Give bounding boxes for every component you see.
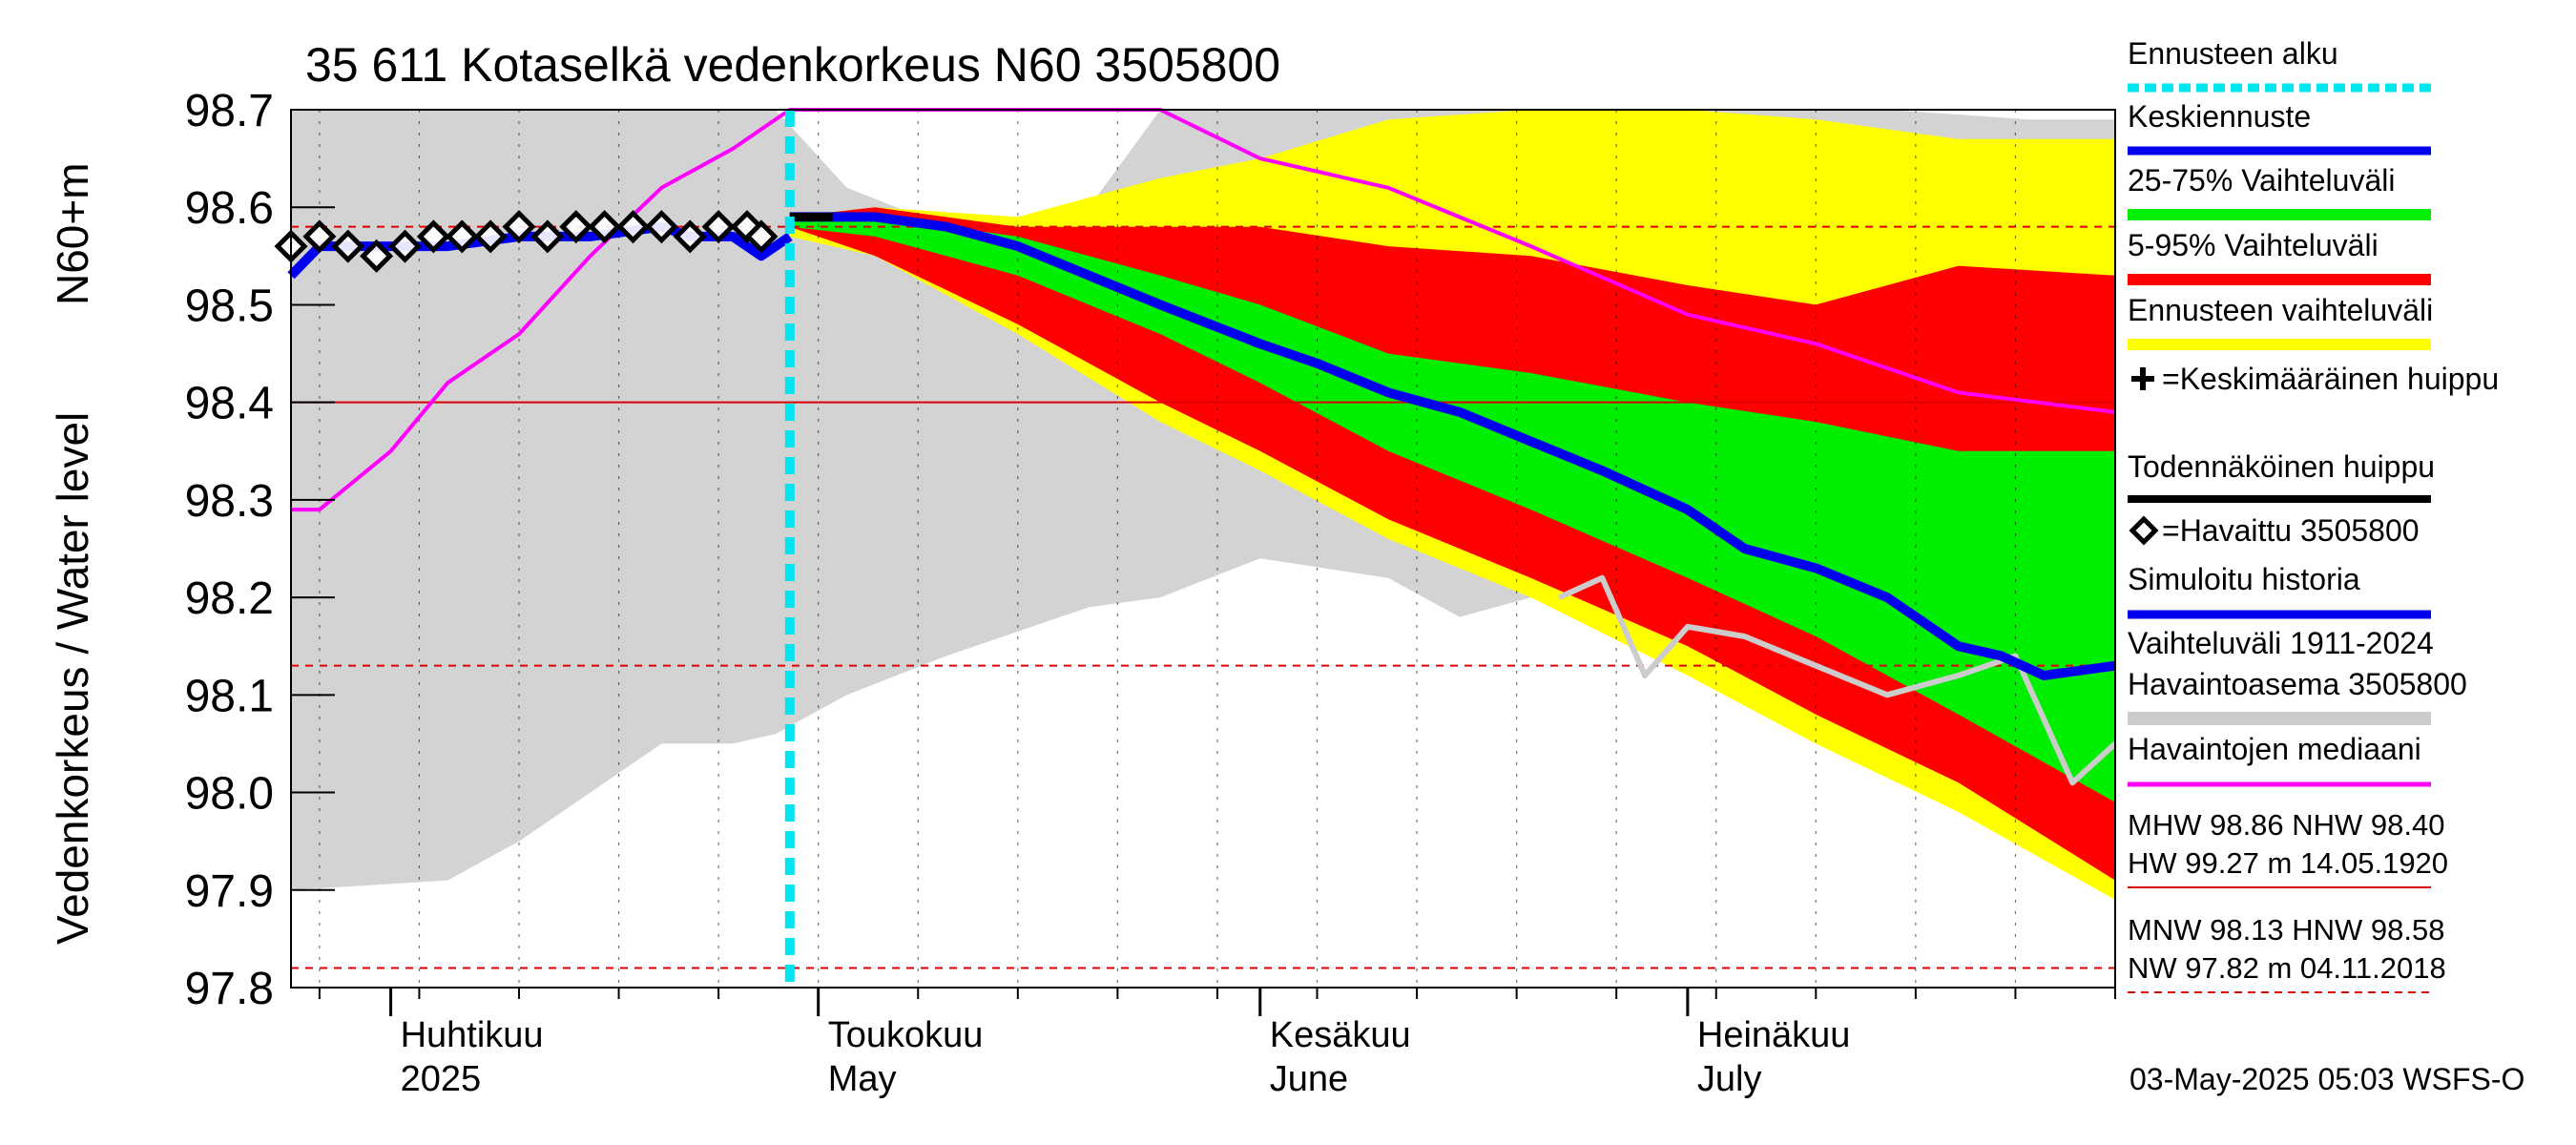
observed-point [445,219,479,254]
chart-title: 35 611 Kotaselkä vedenkorkeus N60 350580… [305,38,1280,92]
y-tick-label: 98.0 [185,769,274,820]
legend-label: 5-95% Vaihteluväli [2128,228,2379,262]
p5-95-band [789,207,2115,881]
legend-label: Ennusteen vaihteluväli [2128,293,2433,327]
observed-point [502,210,536,244]
month-label-fi: Kesäkuu [1270,1015,1411,1055]
observed-point [416,219,450,254]
observed-point [701,210,736,244]
month-label-fi: Toukokuu [828,1015,984,1055]
y-tick-label: 98.4 [185,379,274,429]
mean-forecast-line [789,212,2116,680]
stat-line: HW 99.27 m 14.05.1920 [2128,846,2448,880]
plot-bands [291,110,2115,900]
observed-point [473,219,508,254]
stat-line: NW 97.82 m 04.11.2018 [2128,951,2446,985]
y-tick-label: 98.3 [185,476,274,527]
month-label-en: June [1270,1059,1348,1099]
observed-point [331,229,365,263]
observed-point [302,219,337,254]
month-label-en: May [828,1059,897,1099]
timestamp: 03-May-2025 05:03 WSFS-O [2129,1062,2524,1096]
legend-label: Havaintoasema 3505800 [2128,667,2467,701]
stat-line: MNW 98.13 HNW 98.58 [2128,913,2445,947]
series-lines [287,108,2118,988]
legend-label: Havaintojen mediaani [2128,732,2421,766]
simulated-history-line [287,221,793,280]
y-tick-label: 97.8 [185,964,274,1014]
stat-line: MHW 98.86 NHW 98.40 [2128,808,2445,842]
observed-point [744,219,779,254]
p25-75-band [789,217,2115,802]
y-tick-label: 98.7 [185,86,274,136]
y-tick-label: 98.1 [185,671,274,721]
observed-point [644,210,678,244]
y-tick-label: 98.6 [185,183,274,234]
legend-label: Ennusteen alku [2128,36,2338,71]
observed-point [360,239,394,273]
y-axis-title: Vedenkorkeus / Water level [48,412,97,945]
plot-frame [290,109,2116,989]
legend-label: Simuloitu historia [2128,562,2360,596]
legend-label: =Keskimääräinen huippu [2162,362,2499,396]
station-observation-line [1558,574,2118,786]
month-label-en: 2025 [401,1059,482,1099]
legend-label: Vaihteluväli 1911-2024 [2128,626,2434,660]
observed-markers [274,210,779,273]
month-label-fi: Huhtikuu [401,1015,544,1055]
legend-label: Keskiennuste [2128,99,2311,134]
observed-point [588,210,622,244]
y-axis-unit: N60+m [48,162,97,305]
observed-point [387,229,423,263]
legend: Ennusteen alku Keskiennuste 25-75% Vaihtel… [2128,36,2499,993]
month-label-en: July [1697,1059,1762,1099]
observed-point [559,210,593,244]
legend-label: Todennäköinen huippu [2128,449,2435,484]
legend-label: 25-75% Vaihteluväli [2128,163,2395,198]
y-tick-label: 97.9 [185,866,274,917]
y-axis-ticks: 97.8 97.9 98.0 98.1 98.2 98.3 98.4 98.5 98.6 98.7 [185,86,335,1014]
observed-point [615,210,651,244]
y-tick-label: 98.2 [185,573,274,624]
month-label-fi: Heinäkuu [1697,1015,1851,1055]
diamond-icon [2129,515,2159,546]
legend-label: =Havaittu 3505800 [2162,513,2420,548]
y-tick-label: 98.5 [185,281,274,331]
observed-point [530,219,565,254]
observed-point [673,219,707,254]
